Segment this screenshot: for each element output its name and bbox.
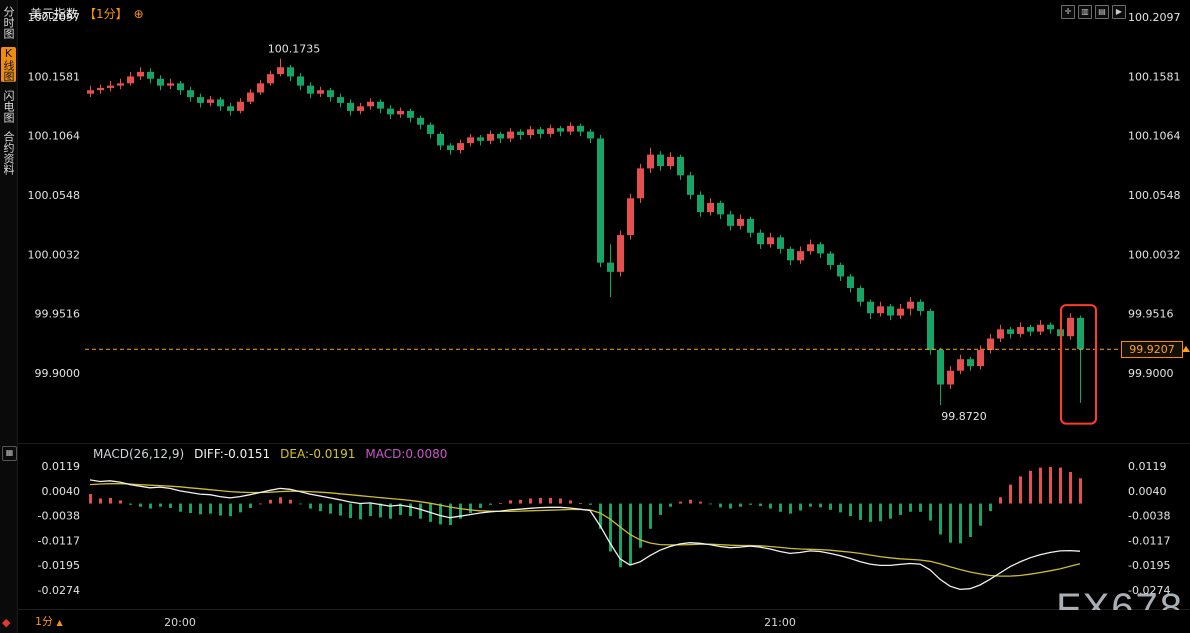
svg-text:-0.0117: -0.0117	[38, 534, 80, 547]
svg-text:100.0032: 100.0032	[28, 248, 81, 261]
price-arrow-icon	[1182, 346, 1190, 353]
interval-selector-label: 1分	[35, 615, 53, 628]
svg-text:99.9000: 99.9000	[35, 367, 81, 380]
crosshair-icon[interactable]: ✛	[1061, 5, 1075, 19]
sidebar-item-time-chart[interactable]: 分时图	[2, 6, 15, 39]
interval-label: 【1分】	[84, 7, 128, 21]
svg-text:100.0032: 100.0032	[1128, 248, 1181, 261]
svg-text:0.0119: 0.0119	[42, 460, 81, 473]
svg-text:0.0040: 0.0040	[42, 485, 81, 498]
macd-params-label: MACD(26,12,9)	[93, 447, 185, 461]
settings-icon[interactable]: ⊕	[133, 6, 144, 21]
panel-divider	[17, 443, 1190, 444]
svg-text:100.1581: 100.1581	[28, 70, 81, 83]
svg-text:0.0119: 0.0119	[1128, 460, 1167, 473]
symbol-name: 美元指数	[30, 7, 79, 21]
svg-text:100.2097: 100.2097	[1128, 11, 1181, 24]
macd-diff-value: DIFF:-0.0151	[194, 447, 271, 461]
macd-header: MACD(26,12,9) DIFF:-0.0151 DEA:-0.0191 M…	[93, 447, 447, 461]
chart-header: 美元指数 【1分】 ⊕	[30, 5, 144, 22]
svg-text:0.0040: 0.0040	[1128, 485, 1167, 498]
svg-text:99.9000: 99.9000	[1128, 367, 1174, 380]
last-price-value: 99.9207	[1129, 343, 1175, 357]
interval-selector[interactable]: 1分 ▲	[35, 613, 63, 629]
time-axis: 1分 ▲	[17, 610, 1190, 633]
last-price-tag: 99.9207	[1121, 341, 1183, 359]
top-toolbar: ✛ ▥ ▤ ▶	[1061, 5, 1126, 19]
svg-text:-0.0038: -0.0038	[1128, 510, 1170, 523]
svg-text:-0.0274: -0.0274	[1128, 584, 1170, 597]
svg-text:99.9516: 99.9516	[1128, 308, 1174, 321]
panel-settings-icon[interactable]: ▦	[2, 446, 17, 461]
svg-text:100.2097: 100.2097	[28, 11, 81, 24]
svg-text:99.9516: 99.9516	[35, 308, 81, 321]
svg-text:-0.0038: -0.0038	[38, 510, 80, 523]
sidebar-item-lightning-chart[interactable]: 闪电图	[2, 90, 15, 123]
sidebar: 分时图 K线图 闪电图 合约资料 ▦ ◆	[0, 0, 18, 633]
svg-text:-0.0195: -0.0195	[1128, 559, 1170, 572]
collapse-icon[interactable]: ▶	[1112, 5, 1126, 19]
svg-text:-0.0274: -0.0274	[38, 584, 80, 597]
chart-window-icon[interactable]: ▥	[1078, 5, 1092, 19]
axis-divider	[17, 609, 1190, 610]
svg-text:-0.0117: -0.0117	[1128, 534, 1170, 547]
sidebar-item-contract-info[interactable]: 合约资料	[2, 131, 15, 175]
svg-text:100.1064: 100.1064	[28, 130, 81, 143]
macd-dea-value: DEA:-0.0191	[280, 447, 356, 461]
indicators-icon[interactable]: ▤	[1095, 5, 1109, 19]
svg-text:100.1581: 100.1581	[1128, 70, 1181, 83]
svg-text:99.8720: 99.8720	[941, 410, 987, 423]
svg-text:100.0548: 100.0548	[1128, 189, 1181, 202]
site-logo-icon: ◆	[2, 616, 11, 629]
svg-text:100.0548: 100.0548	[28, 189, 81, 202]
svg-text:100.1064: 100.1064	[1128, 130, 1181, 143]
svg-text:-0.0195: -0.0195	[38, 559, 80, 572]
sidebar-item-kline-chart[interactable]: K线图	[1, 47, 16, 82]
macd-value: MACD:0.0080	[365, 447, 448, 461]
interval-up-arrow-icon: ▲	[56, 618, 63, 627]
svg-text:100.1735: 100.1735	[268, 43, 321, 56]
